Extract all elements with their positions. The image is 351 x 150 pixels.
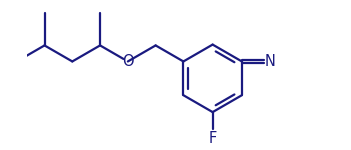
- Text: F: F: [208, 131, 217, 146]
- Text: N: N: [265, 54, 276, 69]
- Text: O: O: [122, 54, 134, 69]
